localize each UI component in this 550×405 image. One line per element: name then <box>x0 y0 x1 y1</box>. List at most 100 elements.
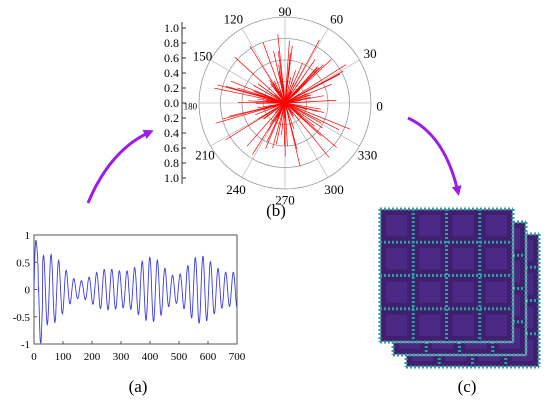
polar-spike <box>264 102 286 109</box>
heatmap-cell <box>386 215 408 237</box>
polar-radial-tick-label: 0.8 <box>164 36 179 50</box>
waveform-y-tick-label: 1 <box>25 230 31 242</box>
heatmap-cell <box>485 314 507 336</box>
polar-spike <box>284 102 295 130</box>
polar-spike <box>225 102 286 141</box>
polar-angle-label: 120 <box>224 12 244 27</box>
polar-spike <box>281 102 286 136</box>
waveform-x-tick-label: 100 <box>55 351 72 363</box>
polar-radial-tick-label: 0.8 <box>164 156 179 170</box>
waveform-y-tick-label: 0.5 <box>16 257 30 269</box>
polar-angle-label: 60 <box>330 12 343 27</box>
polar-spike <box>284 62 303 104</box>
polar-spike <box>246 102 286 147</box>
heatmap-cell <box>485 248 507 270</box>
waveform-y-tick-label: -0.5 <box>13 312 31 324</box>
polar-spike <box>215 102 286 124</box>
waveform-y-tick-label: -1 <box>21 339 30 351</box>
polar-spike <box>284 102 351 130</box>
polar-spike <box>284 102 340 131</box>
polar-radial-tick-label: 0.4 <box>164 126 179 140</box>
polar-spike <box>250 92 286 104</box>
polar-radial-tick-label: 0.2 <box>164 111 179 125</box>
heatmap-cell <box>419 314 441 336</box>
polar-spike <box>272 82 286 104</box>
panel-a-label: (a) <box>129 377 148 396</box>
heatmap-cell <box>452 215 474 237</box>
heatmap-cell <box>452 248 474 270</box>
arrow-a-to-b <box>86 129 154 204</box>
polar-spike <box>253 85 286 104</box>
heatmap-cell <box>419 281 441 303</box>
arrow-b-to-c <box>407 116 462 196</box>
polar-spike <box>214 87 286 104</box>
polar-angle-label: 240 <box>226 182 246 197</box>
polar-spike <box>284 102 321 110</box>
polar-angle-label: 150 <box>193 49 213 64</box>
waveform-x-tick-label: 0 <box>31 351 37 363</box>
polar-angle-label: 210 <box>195 148 215 163</box>
polar-angle-label: 180 <box>184 102 198 112</box>
polar-spike <box>284 59 332 104</box>
polar-spike <box>272 102 286 149</box>
polar-spike <box>234 56 286 104</box>
polar-spike <box>262 42 286 104</box>
polar-angle-label: 270 <box>275 192 295 207</box>
polar-spike <box>284 102 294 118</box>
polar-spike <box>284 102 337 148</box>
heatmap-cell <box>419 215 441 237</box>
polar-spike <box>284 77 292 104</box>
panel-c-label: (c) <box>458 377 477 396</box>
waveform-x-tick-label: 500 <box>171 351 188 363</box>
heatmap-cell <box>386 281 408 303</box>
polar-spike <box>284 102 298 150</box>
waveform-line <box>33 239 238 344</box>
heatmap-cell <box>452 281 474 303</box>
waveform-y-tick-label: 0 <box>25 285 31 297</box>
polar-spike <box>278 65 286 104</box>
polar-angle-label: 300 <box>324 182 344 197</box>
polar-spike <box>284 102 294 114</box>
polar-angle-label: 30 <box>364 46 377 61</box>
polar-spike <box>277 102 286 118</box>
polar-spike <box>265 100 286 104</box>
heatmap-cell <box>419 248 441 270</box>
polar-spike <box>284 96 311 104</box>
polar-radial-tick-label: 1.0 <box>164 171 179 185</box>
polar-radial-tick-label: 0.0 <box>164 96 179 110</box>
heatmap-cell <box>485 281 507 303</box>
polar-spike <box>284 40 290 104</box>
polar-spike <box>284 93 301 104</box>
waveform-x-tick-label: 200 <box>84 351 101 363</box>
waveform-x-tick-label: 600 <box>200 351 217 363</box>
polar-angle-label: 330 <box>358 148 378 163</box>
polar-spike <box>284 102 288 147</box>
heatmap-cell <box>452 314 474 336</box>
polar-angle-label: 90 <box>279 4 292 19</box>
polar-spike <box>284 99 337 104</box>
polar-spike <box>265 102 286 150</box>
polar-radial-tick-label: 0.6 <box>164 141 179 155</box>
polar-spike <box>284 102 325 113</box>
polar-spikes <box>214 34 351 167</box>
heatmap-sheet <box>378 207 515 344</box>
waveform-x-tick-label: 300 <box>113 351 130 363</box>
polar-radial-tick-label: 0.6 <box>164 51 179 65</box>
panel-b-label: (b) <box>266 201 286 220</box>
waveform-x-tick-label: 700 <box>229 351 246 363</box>
heatmap-cell <box>386 248 408 270</box>
polar-spike <box>284 84 332 104</box>
polar-angle-label: 0 <box>376 99 383 114</box>
polar-spike <box>275 102 286 145</box>
heatmap-cell <box>386 314 408 336</box>
polar-spike <box>284 67 318 104</box>
polar-spoke <box>241 102 286 178</box>
polar-radial-tick-label: 1.0 <box>164 21 179 35</box>
polar-spike <box>284 73 341 104</box>
polar-spike <box>284 61 291 104</box>
waveform-x-tick-label: 400 <box>142 351 159 363</box>
polar-spike <box>284 70 296 104</box>
polar-spike <box>284 59 316 104</box>
heatmap-cell <box>485 215 507 237</box>
polar-spike <box>284 102 322 123</box>
